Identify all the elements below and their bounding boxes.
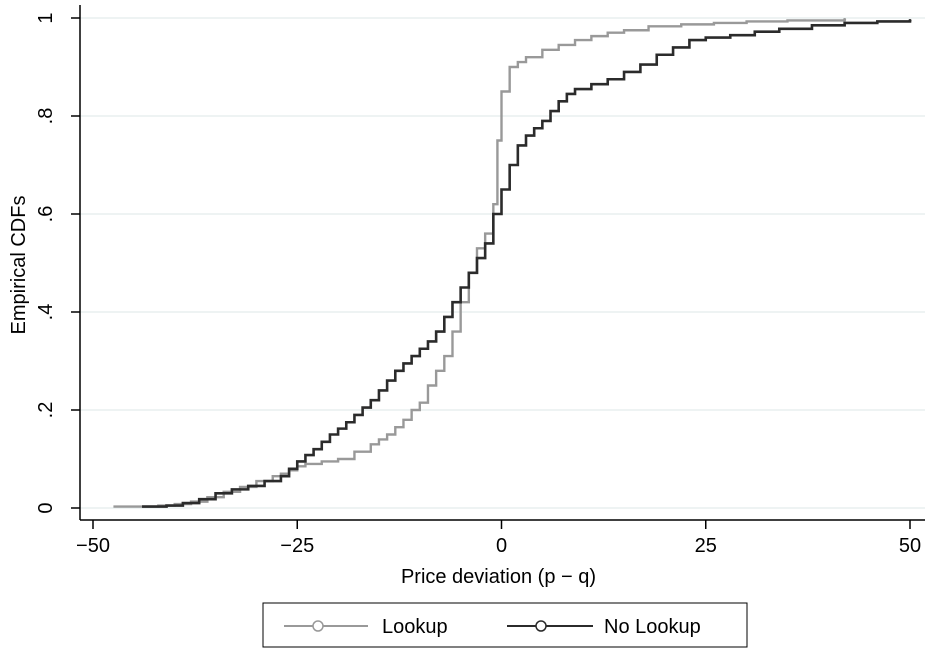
- series-end-point-lookup: [843, 17, 847, 21]
- y-tick-label-4: .8: [35, 108, 57, 125]
- legend-marker-lookup: [312, 620, 324, 632]
- y-axis-title: Empirical CDFs: [8, 196, 30, 335]
- legend-label-no-lookup: No Lookup: [604, 616, 701, 638]
- axes: [79, 5, 925, 521]
- x-tick-label-3: 25: [695, 535, 717, 557]
- series-line-lookup: [113, 19, 846, 508]
- x-tick-label-1: −25: [280, 535, 314, 557]
- y-tick-label-3: .6: [35, 206, 57, 223]
- y-tick-label-1: .2: [35, 402, 57, 419]
- legend: Lookup No Lookup: [262, 602, 748, 648]
- y-tick-label-5: 1: [35, 12, 57, 23]
- y-tick-label-0: 0: [35, 502, 57, 513]
- y-tick-label-2: .4: [35, 304, 57, 321]
- x-tick-label-0: −50: [76, 535, 110, 557]
- series-layer: [113, 17, 912, 508]
- series-line-no-lookup: [142, 20, 912, 508]
- series-end-point-no-lookup: [908, 18, 912, 22]
- ticks: −50 −25 0 25 50 0 .2 .4 .6 .8 1: [35, 12, 921, 557]
- x-axis-title: Price deviation (p − q): [401, 566, 596, 588]
- x-tick-label-4: 50: [899, 535, 921, 557]
- legend-label-lookup: Lookup: [382, 616, 448, 638]
- x-tick-label-2: 0: [496, 535, 507, 557]
- legend-marker-no-lookup: [535, 620, 547, 632]
